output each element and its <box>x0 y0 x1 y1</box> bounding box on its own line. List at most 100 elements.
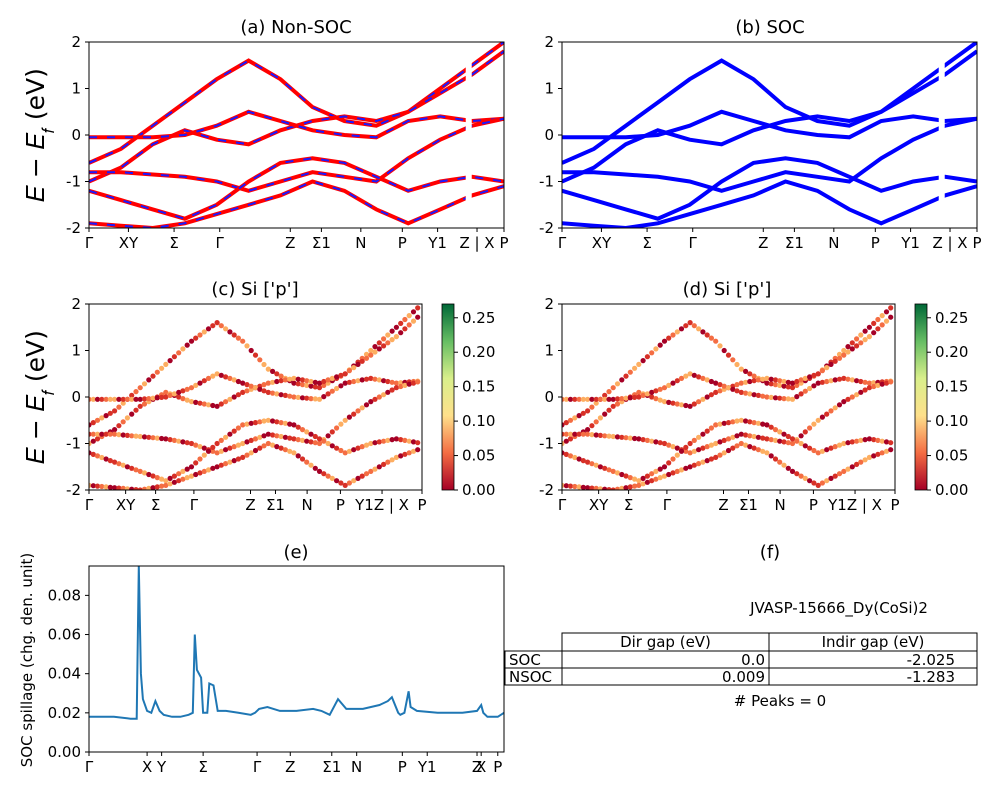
c-point <box>282 420 288 426</box>
d-point <box>760 376 766 382</box>
c-xtick-label: P <box>417 496 426 514</box>
d-point <box>751 445 757 451</box>
c-point <box>227 396 233 402</box>
d-point <box>640 392 646 398</box>
d-point <box>836 376 843 382</box>
c-point <box>188 338 195 344</box>
c-point <box>410 318 417 324</box>
d-point <box>747 444 753 450</box>
d-point <box>836 442 843 448</box>
c-point <box>171 473 177 479</box>
c-point <box>385 332 391 338</box>
c-point <box>291 422 297 428</box>
c-point <box>368 347 374 354</box>
c-point <box>368 375 374 381</box>
c-point <box>363 376 370 382</box>
c-point <box>342 371 348 377</box>
d-colorbar <box>914 303 928 491</box>
c-point <box>398 383 404 390</box>
d-point <box>657 342 663 348</box>
d-point <box>781 383 787 389</box>
d-point <box>700 445 706 451</box>
d-point <box>764 422 770 428</box>
c-point <box>355 361 361 367</box>
d-point <box>871 453 877 459</box>
d-point <box>875 437 881 443</box>
d-point <box>708 392 715 398</box>
c-point <box>235 425 241 431</box>
c-point <box>299 395 306 401</box>
c-point <box>385 340 391 346</box>
panel-a-ylabel: 𝐸 − 𝐸𝑓 (eV) <box>21 68 59 202</box>
e-xtick-label: Γ <box>85 758 94 776</box>
c-point <box>274 444 280 450</box>
d-point <box>875 326 881 332</box>
a-band-dash-3 <box>89 117 504 192</box>
d-point <box>764 375 770 381</box>
d-point <box>597 432 604 438</box>
c-point <box>141 434 148 440</box>
d-point <box>828 408 834 414</box>
e-xtick-label: Σ <box>198 758 207 776</box>
c-point <box>321 378 327 385</box>
d-point <box>563 483 569 489</box>
d-point <box>606 467 612 473</box>
c-point <box>398 330 404 336</box>
d-point <box>602 486 608 490</box>
c-point <box>223 461 229 467</box>
d-point <box>576 431 582 437</box>
d-point <box>721 420 727 426</box>
d-point <box>836 351 843 357</box>
b-xtick-label: XY <box>592 234 612 252</box>
c-point <box>112 408 118 414</box>
d-point <box>661 440 668 447</box>
d-point <box>862 337 868 343</box>
c-point <box>389 328 395 334</box>
d-point <box>653 396 659 402</box>
c-point <box>205 375 212 381</box>
d-point <box>785 384 791 390</box>
d-point <box>760 393 766 399</box>
d-point <box>824 378 830 385</box>
d-point <box>768 376 774 382</box>
c-point <box>368 352 374 358</box>
gap-table: Dir gap (eV) Indir gap (eV) SOC 0.0 -2.025 NS… <box>504 632 978 686</box>
a-band-dash-4 <box>89 157 504 220</box>
c-point <box>184 342 190 348</box>
d-point <box>580 484 586 490</box>
d-point <box>576 456 582 462</box>
d-ytick-label: 1 <box>544 342 554 360</box>
d-point <box>866 334 873 340</box>
d-point <box>819 379 826 385</box>
c-point <box>389 379 395 385</box>
c-point <box>159 435 165 442</box>
c-point <box>304 429 310 435</box>
c-point <box>116 396 122 402</box>
d-point <box>696 399 702 405</box>
d-point <box>768 437 774 443</box>
d-point <box>738 440 744 447</box>
d-point <box>862 387 868 393</box>
c-point <box>94 436 101 442</box>
d-point <box>657 466 663 472</box>
d-point <box>849 340 855 346</box>
d-point <box>743 368 749 374</box>
c-point <box>240 389 246 395</box>
d-xtick-label: Γ <box>558 496 567 514</box>
d-ytick-label: -2 <box>539 481 554 499</box>
c-point <box>368 468 374 474</box>
d-point <box>721 383 727 389</box>
c-point <box>278 445 284 451</box>
d-point <box>585 427 591 433</box>
d-point <box>623 373 629 379</box>
c-point <box>244 452 250 458</box>
d-ytick-label: 2 <box>544 295 554 313</box>
c-point <box>291 375 297 381</box>
d-point <box>802 375 808 381</box>
d-point <box>725 447 732 454</box>
c-point <box>201 401 207 407</box>
c-point <box>304 438 310 444</box>
c-point <box>295 437 301 443</box>
c-point <box>137 433 143 440</box>
c-point <box>398 320 404 326</box>
